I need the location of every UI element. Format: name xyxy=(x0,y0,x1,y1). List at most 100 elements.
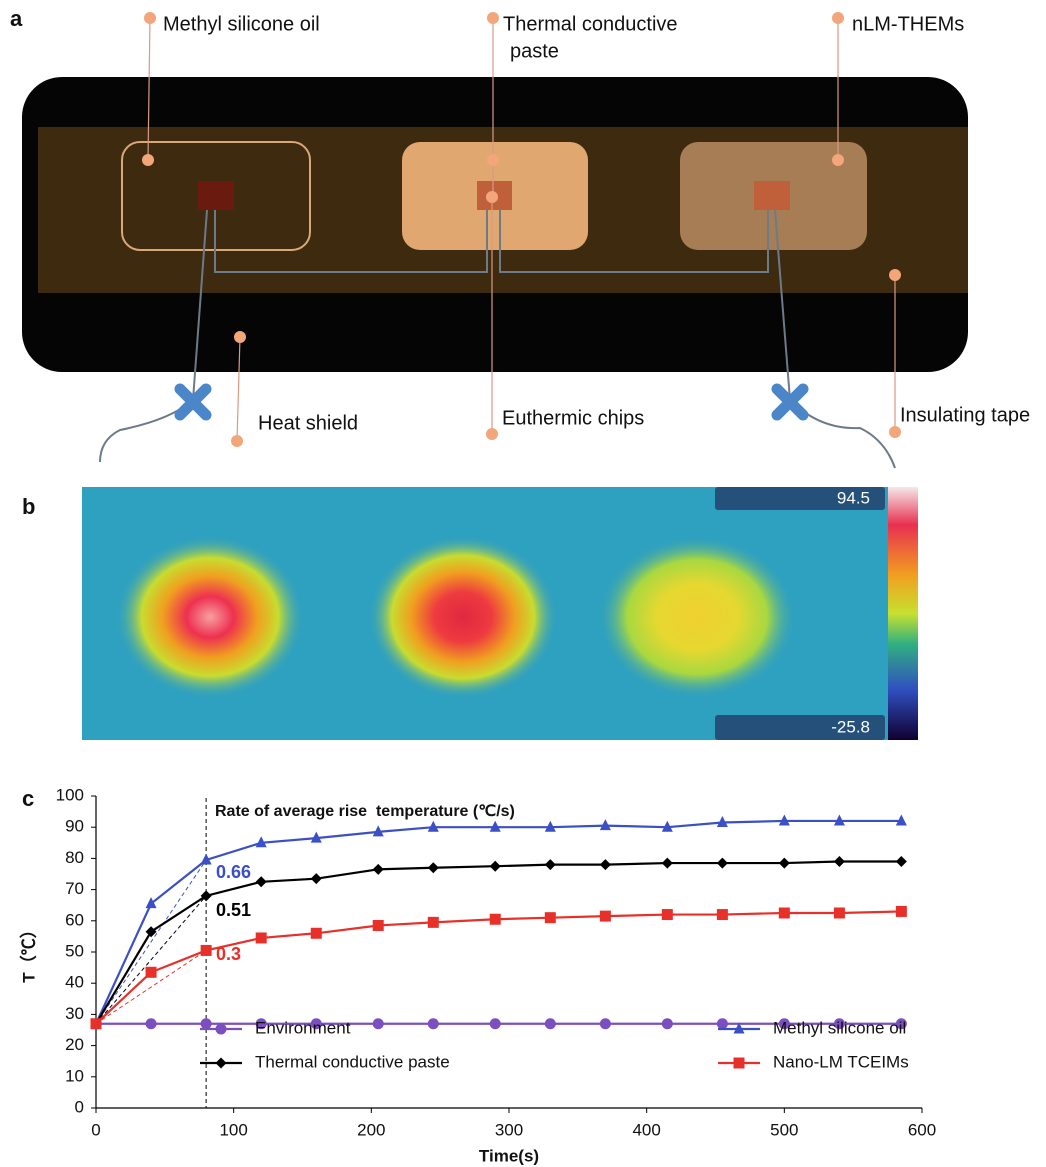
marker xyxy=(489,1018,501,1030)
marker xyxy=(661,909,673,921)
x-axis-title: Time(s) xyxy=(479,1146,539,1165)
diagram-label: Methyl silicone oil xyxy=(163,13,320,35)
marker xyxy=(90,1018,102,1030)
marker xyxy=(599,819,611,831)
marker xyxy=(833,814,845,826)
series-line xyxy=(95,860,902,1025)
marker xyxy=(427,862,439,874)
marker xyxy=(895,1018,907,1030)
marker xyxy=(778,814,790,826)
legend-label: Thermal conductive paste xyxy=(255,1052,450,1071)
scale-min: -25.8 xyxy=(831,717,870,736)
marker xyxy=(716,816,728,828)
rate-label: 0.3 xyxy=(216,944,241,964)
marker xyxy=(599,910,611,922)
scale-max: 94.5 xyxy=(837,488,870,507)
scale-box xyxy=(715,715,885,740)
marker xyxy=(895,856,907,868)
y-axis-title: T（℃） xyxy=(18,921,38,982)
y-tick-label: 70 xyxy=(65,879,84,898)
diagram-label: paste xyxy=(510,40,559,62)
marker xyxy=(733,1022,745,1034)
marker xyxy=(310,1018,322,1030)
cut-marks xyxy=(174,383,809,421)
marker xyxy=(310,927,322,939)
marker xyxy=(733,1057,745,1069)
marker xyxy=(310,831,322,843)
panel-label: c xyxy=(22,786,34,811)
marker xyxy=(200,853,212,865)
chip xyxy=(198,181,234,210)
legend-label: Environment xyxy=(255,1018,351,1037)
marker xyxy=(895,814,907,826)
leader-lines xyxy=(147,17,896,442)
annotation: Rate of average rise temperature (℃/s) xyxy=(215,803,515,820)
hot-spot xyxy=(115,535,305,699)
hot-spot xyxy=(368,535,558,699)
color-bar xyxy=(888,487,918,740)
marker xyxy=(145,966,157,978)
y-tick-label: 30 xyxy=(65,1004,84,1023)
x-tick-label: 100 xyxy=(219,1120,247,1139)
marker xyxy=(778,857,790,869)
x-tick-label: 300 xyxy=(495,1120,523,1139)
device-diagram xyxy=(22,12,968,469)
marker xyxy=(427,1018,439,1030)
marker xyxy=(661,857,673,869)
marker xyxy=(599,1018,611,1030)
diagram-label: Heat shield xyxy=(258,412,358,434)
chip xyxy=(754,181,790,210)
marker xyxy=(255,1018,267,1030)
marker xyxy=(200,944,212,956)
diagram-label: Euthermic chips xyxy=(502,407,644,429)
y-tick-label: 0 xyxy=(75,1097,84,1116)
marker xyxy=(489,913,501,925)
rise-line xyxy=(95,895,207,1025)
y-tick-label: 50 xyxy=(65,941,84,960)
diagram-label: nLM-THEMs xyxy=(852,13,964,35)
y-tick-label: 100 xyxy=(56,785,84,804)
y-tick-label: 80 xyxy=(65,848,84,867)
x-tick-label: 200 xyxy=(357,1120,385,1139)
x-tick-label: 400 xyxy=(632,1120,660,1139)
marker xyxy=(255,876,267,888)
marker xyxy=(145,926,157,938)
marker xyxy=(372,863,384,875)
y-tick-label: 90 xyxy=(65,817,84,836)
diagram-label: Thermal conductive xyxy=(503,13,678,35)
diagram-label: Insulating tape xyxy=(900,404,1030,426)
marker xyxy=(544,1018,556,1030)
rate-label: 0.51 xyxy=(216,900,251,920)
legend-label: Nano-LM TCEIMs xyxy=(773,1052,909,1071)
marker xyxy=(372,919,384,931)
x-tick-label: 0 xyxy=(91,1120,100,1139)
marker xyxy=(833,907,845,919)
marker xyxy=(599,859,611,871)
marker xyxy=(661,1018,673,1030)
marker xyxy=(200,890,212,902)
marker xyxy=(200,1018,212,1030)
marker xyxy=(544,912,556,924)
line-chart: 0 10 20 30 40 50 60 70 80 90 100 0 100 200 300 400 500 60… xyxy=(18,785,936,1165)
marker xyxy=(833,1018,845,1030)
legend-label: Methyl silicone oil xyxy=(773,1018,906,1037)
rise-line xyxy=(95,950,207,1025)
marker xyxy=(716,1018,728,1030)
scale-box xyxy=(715,487,885,510)
marker xyxy=(427,916,439,928)
leader-dots xyxy=(142,12,901,447)
rate-label: 0.66 xyxy=(216,862,251,882)
marker xyxy=(372,825,384,837)
marker xyxy=(215,1057,227,1069)
panel-label: a xyxy=(10,6,23,31)
marker xyxy=(145,897,157,909)
marker xyxy=(661,820,673,832)
rise-line xyxy=(95,859,207,1025)
thermal-image xyxy=(82,487,918,740)
marker xyxy=(489,860,501,872)
marker xyxy=(716,909,728,921)
y-tick-label: 60 xyxy=(65,910,84,929)
marker xyxy=(895,905,907,917)
marker xyxy=(716,857,728,869)
